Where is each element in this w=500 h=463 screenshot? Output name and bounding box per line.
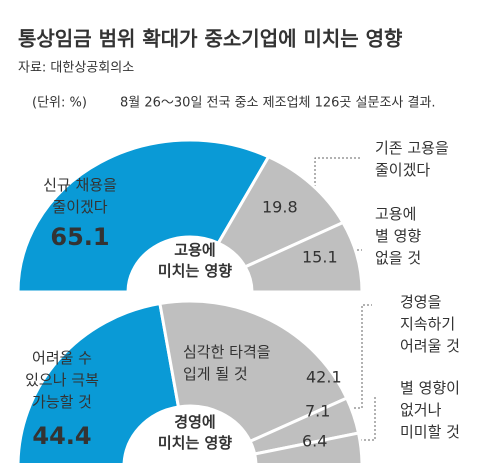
slice — [16, 138, 271, 294]
slice-label: 신규 채용을 줄이겠다 — [43, 176, 117, 216]
value-label: 44.4 — [32, 422, 91, 450]
slice — [243, 220, 364, 294]
value-label: 6.4 — [302, 432, 327, 451]
leader — [352, 395, 376, 441]
source: 자료: 대한상공회의소 — [18, 61, 134, 76]
value-label: 15.1 — [302, 248, 338, 267]
unit: (단위: %) — [32, 96, 87, 111]
leader — [314, 157, 362, 195]
slice-label: 별 영향이 없거나 미미할 것 — [400, 379, 460, 441]
note: 8월 26～30일 전국 중소 제조업체 126곳 설문조사 결과. — [120, 96, 436, 111]
value-label: 65.1 — [50, 223, 109, 251]
slice-label: 심각한 타격을 입게 될 것 — [183, 343, 271, 383]
center-label: 고용에 미치는 영향 — [158, 241, 232, 280]
slice — [16, 301, 181, 463]
center-label: 경영에 미치는 영향 — [158, 413, 232, 452]
slice — [252, 431, 364, 463]
slice-label: 경영을 지속하기 어려울 것 — [400, 293, 460, 355]
leader — [350, 304, 372, 409]
slice — [158, 299, 349, 444]
value-label: 7.1 — [305, 402, 330, 421]
value-label: 42.1 — [306, 368, 342, 387]
value-label: 19.8 — [262, 198, 298, 217]
slice-label: 어려울 수 있으나 극복 가능할 것 — [25, 349, 99, 411]
title: 통상임금 범위 확대가 중소기업에 미치는 영향 — [18, 27, 403, 51]
slice-label: 기존 고용을 줄이겠다 — [375, 139, 449, 179]
slice-label: 고용에 별 영향 없을 것 — [375, 205, 421, 267]
